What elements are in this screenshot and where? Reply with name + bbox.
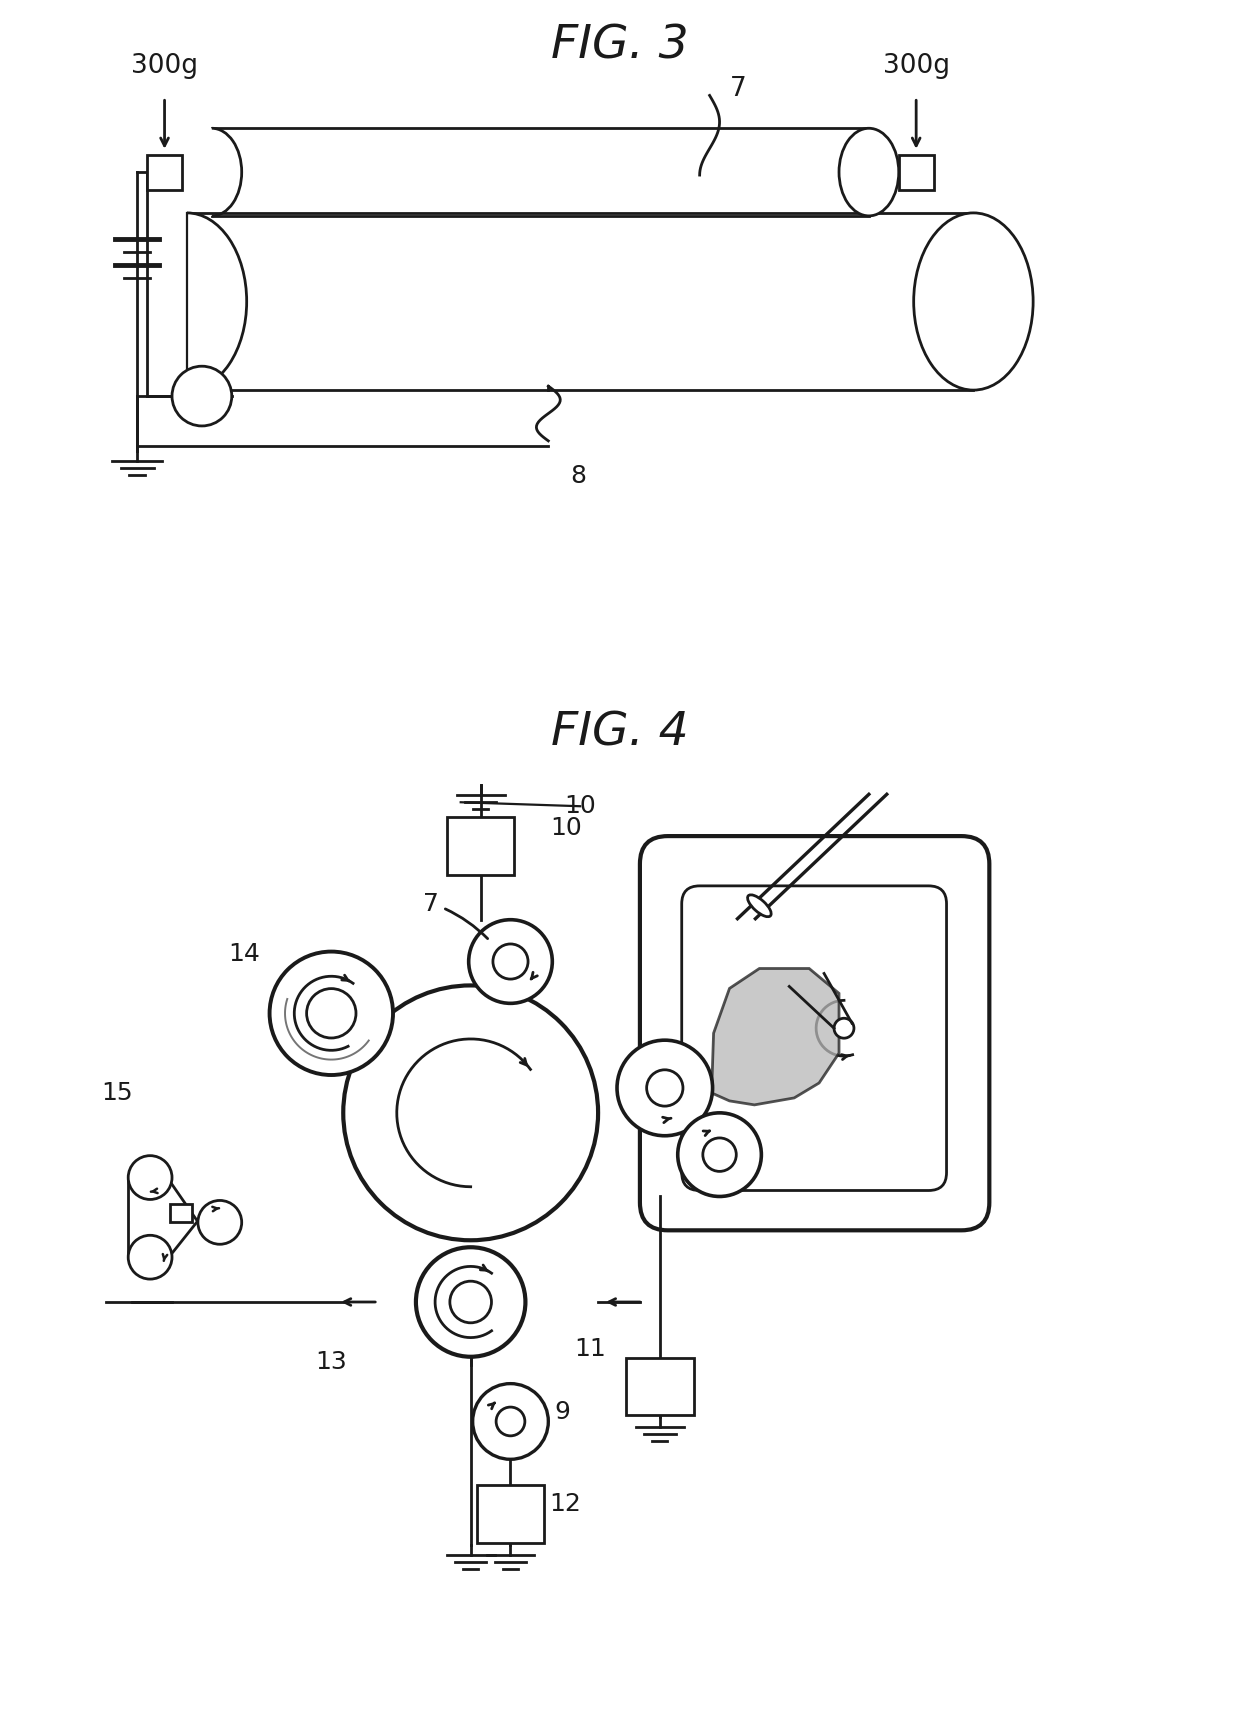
Circle shape	[496, 1407, 525, 1436]
Ellipse shape	[839, 129, 899, 216]
FancyBboxPatch shape	[640, 836, 990, 1231]
Ellipse shape	[128, 213, 247, 391]
Circle shape	[703, 1138, 737, 1171]
Text: 7: 7	[729, 77, 746, 103]
Circle shape	[128, 1236, 172, 1279]
Text: A: A	[193, 384, 210, 408]
Ellipse shape	[914, 213, 1033, 391]
Bar	[899, 154, 934, 190]
Text: FIG. 3: FIG. 3	[551, 24, 689, 69]
Polygon shape	[712, 968, 839, 1106]
Circle shape	[835, 1018, 854, 1039]
Circle shape	[618, 1040, 713, 1136]
Circle shape	[472, 1383, 548, 1459]
Text: 300g: 300g	[883, 53, 950, 79]
Text: 10: 10	[551, 816, 582, 840]
Circle shape	[306, 989, 356, 1039]
Circle shape	[469, 920, 552, 1003]
Text: 12: 12	[549, 1493, 582, 1517]
Ellipse shape	[182, 129, 242, 216]
Text: 15: 15	[102, 1082, 133, 1106]
Text: 14: 14	[228, 941, 259, 965]
Text: FIG. 4: FIG. 4	[551, 710, 689, 756]
Ellipse shape	[748, 895, 771, 917]
FancyBboxPatch shape	[682, 886, 946, 1191]
Text: 9: 9	[554, 1400, 570, 1424]
Bar	[446, 818, 515, 874]
Circle shape	[646, 1070, 683, 1106]
Text: 10: 10	[564, 794, 596, 818]
Circle shape	[415, 1248, 526, 1357]
Circle shape	[198, 1200, 242, 1244]
Text: 300g: 300g	[131, 53, 198, 79]
Circle shape	[450, 1280, 491, 1323]
Bar	[476, 1484, 544, 1543]
Circle shape	[678, 1112, 761, 1196]
Text: 13: 13	[315, 1349, 347, 1373]
Bar	[148, 154, 182, 190]
Bar	[626, 1357, 693, 1416]
Text: 8: 8	[570, 464, 587, 488]
Circle shape	[269, 951, 393, 1075]
Circle shape	[494, 944, 528, 979]
Circle shape	[128, 1155, 172, 1200]
Text: 7: 7	[423, 891, 439, 915]
Bar	[170, 1205, 192, 1222]
Text: 11: 11	[574, 1337, 606, 1361]
Circle shape	[343, 986, 598, 1241]
Circle shape	[172, 367, 232, 427]
